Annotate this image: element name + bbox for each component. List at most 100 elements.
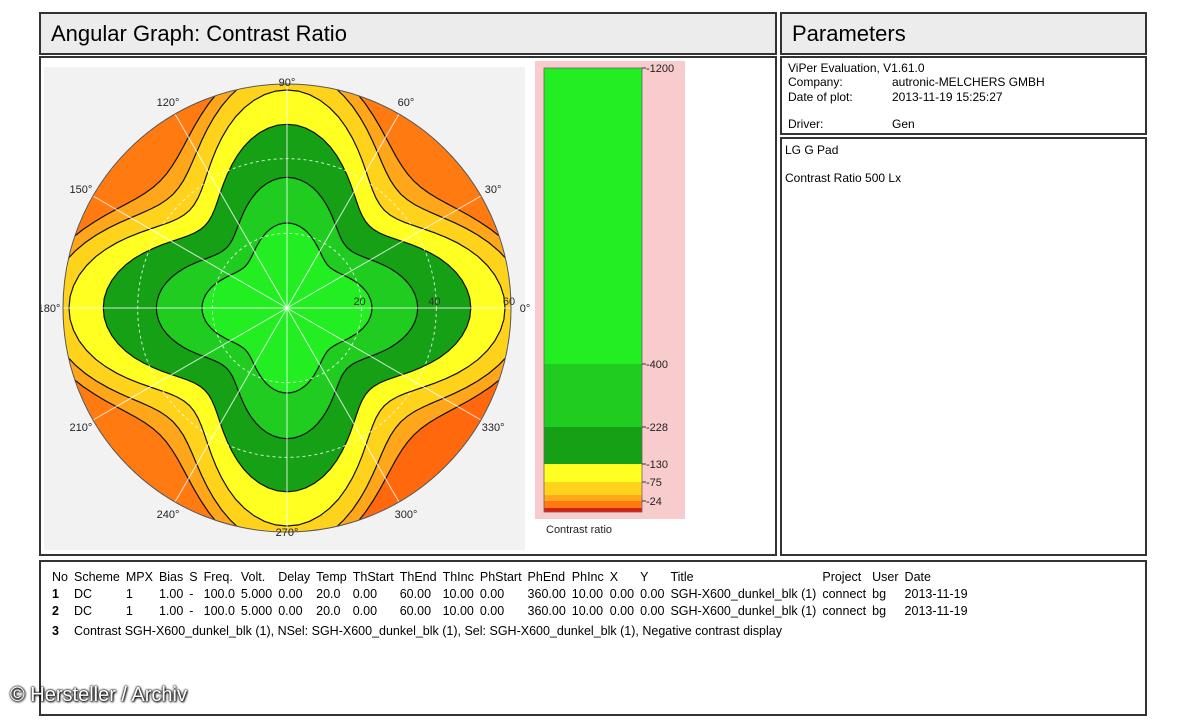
table-cell: 1.00 bbox=[158, 586, 184, 601]
colorbar-segment bbox=[544, 482, 642, 496]
table-cell: 0.00 bbox=[278, 603, 303, 618]
colorbar-segment bbox=[544, 495, 642, 501]
colorbar-bottom-segment bbox=[544, 508, 642, 512]
table-cell: - bbox=[189, 586, 194, 601]
angle-tick-label: 330° bbox=[482, 422, 505, 434]
driver-row: Driver: Gen bbox=[788, 117, 915, 131]
column-header: ThEnd bbox=[399, 569, 437, 584]
table-cell: bg bbox=[872, 603, 887, 618]
angle-tick-label: 30° bbox=[485, 184, 502, 196]
table-row: 1 DC 1 1.00-100.0 5.000 0.00 20.0 0.00 60.00 10.0… bbox=[49, 585, 971, 602]
table-cell: 0.00 bbox=[352, 603, 378, 618]
table-cell: 1.00 bbox=[158, 603, 184, 618]
measurement-label: Contrast Ratio 500 Lx bbox=[785, 171, 902, 185]
radial-tick-label: 40 bbox=[428, 296, 440, 308]
colorbar-segment bbox=[544, 68, 642, 364]
table-cell: 1 bbox=[52, 586, 59, 601]
colorbar-tick-label: -1200 bbox=[646, 63, 674, 75]
description-panel: LG G Pad Contrast Ratio 500 Lx bbox=[780, 137, 1147, 556]
driver-value: Gen bbox=[892, 117, 915, 131]
angle-tick-label: 270° bbox=[276, 527, 299, 539]
column-header: Volt. bbox=[240, 569, 266, 584]
column-header: X bbox=[609, 569, 619, 584]
company-value: autronic-MELCHERS GMBH bbox=[892, 75, 1045, 89]
colorbar-tick-label: -400 bbox=[646, 359, 668, 371]
device-name: LG G Pad bbox=[785, 143, 839, 157]
table-cell: 1 bbox=[125, 586, 133, 601]
colorbar-tick-label: -130 bbox=[646, 459, 668, 471]
company-row: Company: autronic-MELCHERS GMBH bbox=[788, 75, 1045, 89]
table-cell: 5.000 bbox=[240, 586, 273, 601]
column-header: Y bbox=[640, 569, 649, 584]
angle-tick-label: 210° bbox=[70, 422, 93, 434]
radial-tick-label: 20 bbox=[354, 296, 366, 308]
run-table-panel: No Scheme MPX Bias S Freq. Volt. Delay Temp ThSta… bbox=[39, 560, 1147, 716]
table-cell: SGH-X600_dunkel_blk (1) bbox=[670, 586, 817, 601]
colorbar-label: Contrast ratio bbox=[546, 524, 612, 536]
column-header: Freq. bbox=[203, 569, 233, 584]
table-cell: 5.000 bbox=[240, 603, 273, 618]
column-header: Delay bbox=[278, 569, 311, 584]
table-row: 2 DC 1 1.00-100.0 5.000 0.00 20.0 0.00 60.00 10.0… bbox=[49, 602, 971, 619]
angle-tick-label: 120° bbox=[157, 97, 180, 109]
viper-version: ViPer Evaluation, V1.61.0 bbox=[788, 61, 925, 75]
colorbar-segment bbox=[544, 364, 642, 427]
angle-tick-label: 240° bbox=[157, 509, 180, 521]
colorbar-segment bbox=[544, 501, 642, 512]
date-value: 2013-11-19 15:25:27 bbox=[892, 90, 1003, 104]
table-cell: 0.00 bbox=[640, 603, 665, 618]
table-cell: 2013-11-19 bbox=[904, 586, 968, 601]
angular-grid-line bbox=[92, 307, 288, 421]
colorbar-tick-label: -75 bbox=[646, 477, 662, 489]
column-header: ThInc bbox=[442, 569, 474, 584]
table-cell: 0.00 bbox=[352, 586, 378, 601]
angle-tick-label: 300° bbox=[395, 509, 418, 521]
table-cell: 0.00 bbox=[278, 586, 303, 601]
angular-grid-line bbox=[286, 307, 400, 503]
column-header: S bbox=[189, 569, 198, 584]
radial-tick-label: 60 bbox=[503, 296, 515, 308]
table-cell: 10.00 bbox=[442, 586, 474, 601]
column-header: Scheme bbox=[73, 569, 120, 584]
table-cell: 0.00 bbox=[479, 586, 505, 601]
angular-grid-line bbox=[286, 307, 482, 421]
meta-panel: ViPer Evaluation, V1.61.0 Company: autron… bbox=[780, 56, 1147, 135]
angular-grid-line bbox=[174, 307, 288, 503]
angle-tick-label: 60° bbox=[398, 97, 415, 109]
summary-row: 3 Contrast SGH-X600_dunkel_blk (1), NSel:… bbox=[52, 624, 782, 638]
table-cell: connect bbox=[822, 586, 867, 601]
parameters-title: Parameters bbox=[780, 12, 1147, 55]
polar-contour-chart: 20 40 60 90° 60° 30° 0° 330° 300° 270° 240° 210° 180… bbox=[41, 61, 685, 550]
colorbar-tick-label: -228 bbox=[646, 422, 668, 434]
table-cell: 100.0 bbox=[203, 603, 235, 618]
table-cell: DC bbox=[73, 603, 93, 618]
table-cell: 10.00 bbox=[571, 603, 604, 618]
column-header: No bbox=[52, 569, 68, 584]
angular-grid-line bbox=[92, 195, 288, 309]
column-header: Temp bbox=[316, 569, 347, 584]
angular-grid-line bbox=[286, 113, 400, 309]
summary-row-text: Contrast SGH-X600_dunkel_blk (1), NSel: … bbox=[74, 624, 782, 638]
company-label: Company: bbox=[788, 75, 843, 89]
table-cell: bg bbox=[872, 586, 887, 601]
summary-row-number: 3 bbox=[52, 624, 59, 638]
column-header: MPX bbox=[125, 569, 153, 584]
column-header: PhEnd bbox=[527, 569, 566, 584]
table-cell: 20.0 bbox=[316, 586, 341, 601]
table-cell: SGH-X600_dunkel_blk (1) bbox=[670, 603, 817, 618]
image-credit: © Hersteller / Archiv bbox=[10, 684, 188, 706]
polar-outline bbox=[62, 83, 512, 533]
colorbar-outline bbox=[543, 67, 643, 513]
table-cell: 60.00 bbox=[399, 586, 432, 601]
column-header: User bbox=[872, 569, 899, 584]
angle-tick-label: 0° bbox=[520, 303, 531, 315]
column-header: PhInc bbox=[571, 569, 604, 584]
table-cell: - bbox=[189, 603, 194, 618]
column-header: Project bbox=[822, 569, 862, 584]
run-table: No Scheme MPX Bias S Freq. Volt. Delay Temp ThSta… bbox=[49, 568, 971, 619]
driver-label: Driver: bbox=[788, 117, 824, 131]
table-cell: 0.00 bbox=[609, 586, 635, 601]
date-row: Date of plot: 2013-11-19 15:25:27 bbox=[788, 90, 1003, 104]
table-cell: 360.00 bbox=[527, 603, 566, 618]
table-cell: 0.00 bbox=[640, 586, 665, 601]
